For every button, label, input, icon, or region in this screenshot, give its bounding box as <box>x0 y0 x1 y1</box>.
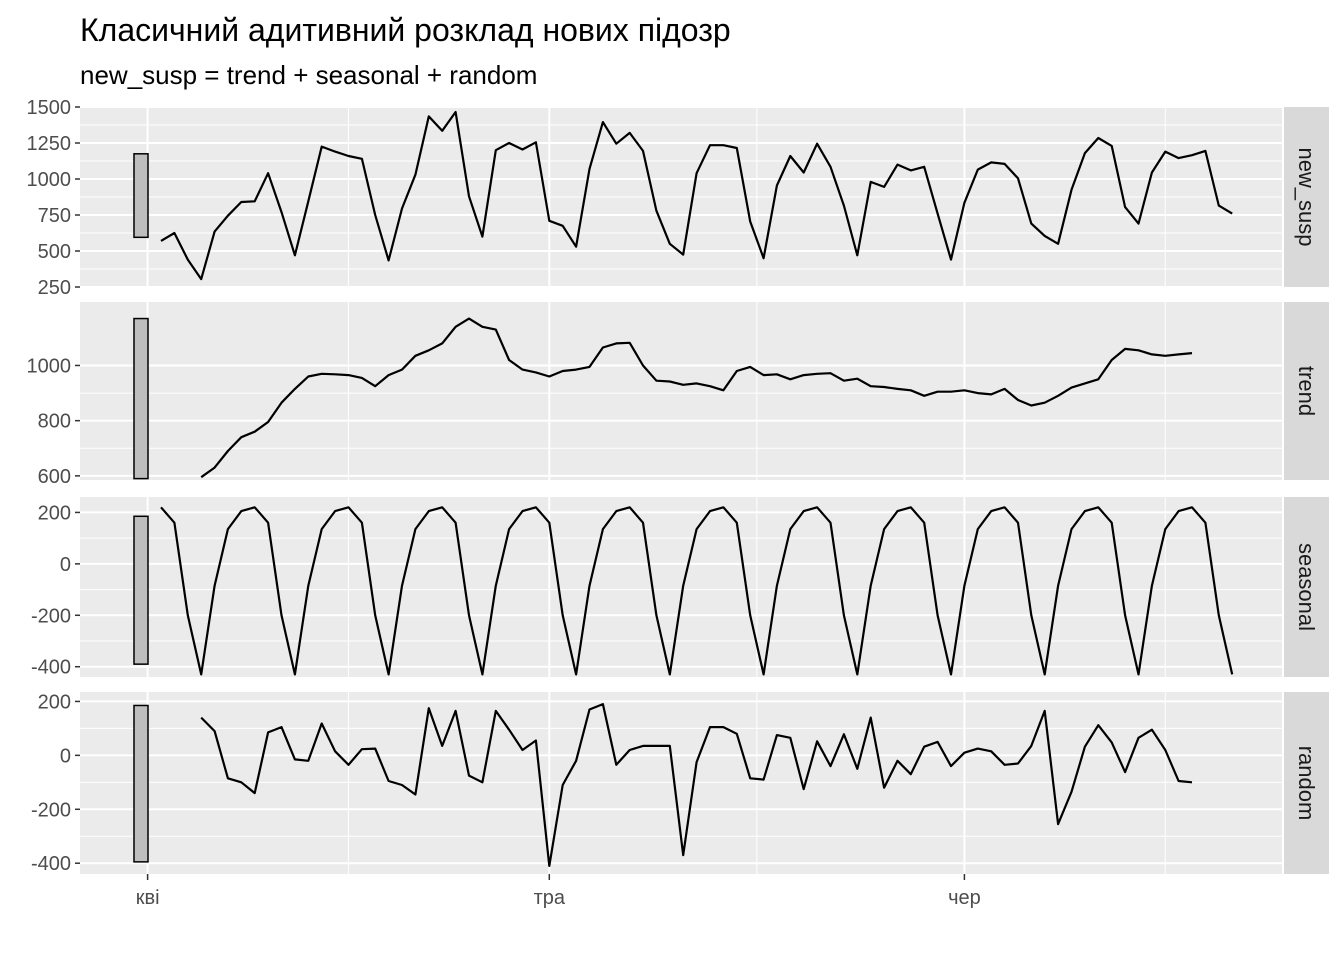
y-tick-label: -200 <box>31 799 71 821</box>
y-tick-label: 1000 <box>27 355 72 377</box>
y-tick-label: 0 <box>60 745 71 767</box>
y-tick-label: 200 <box>38 691 71 713</box>
series-line-random <box>200 703 1193 867</box>
x-tick-label: тра <box>534 887 566 909</box>
facet-strip-label: seasonal <box>1294 543 1319 631</box>
y-tick-label: -400 <box>31 657 71 679</box>
chart-subtitle: new_susp = trend + seasonal + random <box>80 60 537 90</box>
y-tick-label: 500 <box>38 241 71 263</box>
y-tick-label: 600 <box>38 466 71 488</box>
y-tick-label: 1250 <box>27 133 72 155</box>
x-axis: кві тра чер <box>136 874 981 909</box>
scale-bar <box>133 515 149 665</box>
facet-strip-label: random <box>1294 746 1319 821</box>
scale-bar <box>133 153 149 239</box>
panel-new-susp: 250 500 750 1000 1250 1500 new_susp <box>27 97 1329 299</box>
facet-strip-label: new_susp <box>1294 147 1319 246</box>
facet-strip-label: trend <box>1294 366 1319 416</box>
y-tick-label: -400 <box>31 853 71 875</box>
panel-trend: 600 800 1000 trend <box>27 302 1329 488</box>
y-tick-label: 800 <box>38 411 71 433</box>
panel-seasonal: -400 -200 0 200 seasonal <box>31 497 1329 679</box>
facet-strip <box>1284 107 1329 287</box>
panel-background <box>80 302 1282 480</box>
y-tick-label: 1000 <box>27 169 72 191</box>
panel-background <box>80 692 1282 874</box>
y-tick-label: 250 <box>38 277 71 299</box>
scale-bar <box>133 704 149 863</box>
panel-background <box>80 497 1282 677</box>
scale-bar <box>133 317 149 480</box>
series-line-trend <box>200 317 1193 479</box>
chart-title: Класичний адитивний розклад нових підозр <box>80 12 731 48</box>
series-line-seasonal <box>160 506 1234 676</box>
facet-panels: 250 500 750 1000 1250 1500 new_susp 600 800 1000 t… <box>27 97 1329 875</box>
y-tick-label: -200 <box>31 605 71 627</box>
y-tick-label: 0 <box>60 554 71 576</box>
y-tick-label: 750 <box>38 205 71 227</box>
y-tick-label: 200 <box>38 502 71 524</box>
panel-random: -400 -200 0 200 random <box>31 691 1329 875</box>
x-tick-label: чер <box>948 887 981 909</box>
y-tick-label: 1500 <box>27 97 72 119</box>
x-tick-label: кві <box>136 887 160 909</box>
series-line-new-susp <box>160 110 1233 281</box>
facet-strip <box>1284 692 1329 874</box>
facet-strip <box>1284 302 1329 480</box>
facet-strip <box>1284 497 1329 677</box>
